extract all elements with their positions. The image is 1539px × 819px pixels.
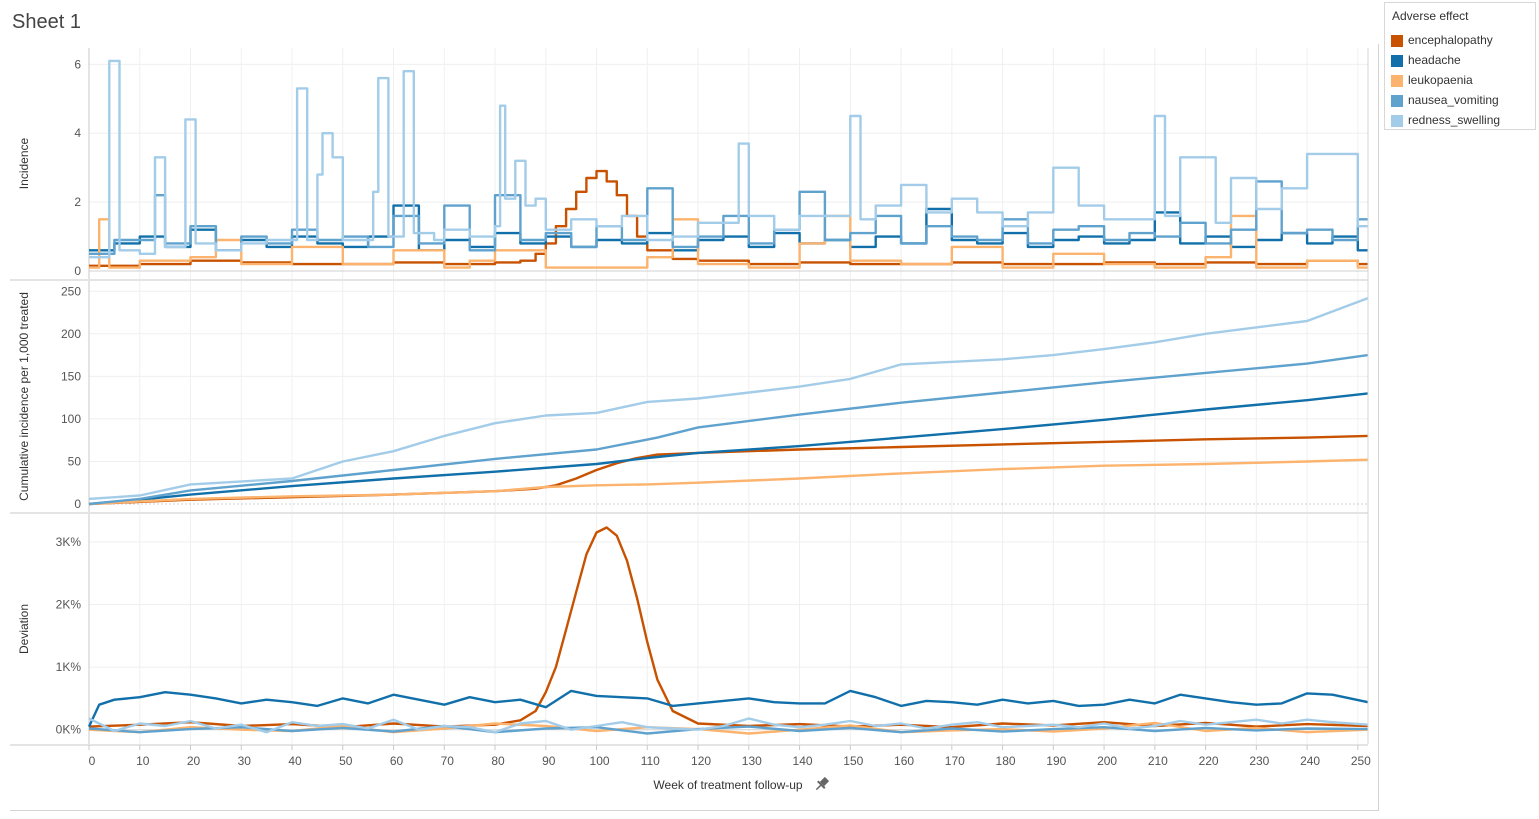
y-axis-title: Deviation [17, 604, 31, 654]
legend-swatch [1391, 95, 1403, 107]
y-tick-label: 0 [74, 264, 81, 278]
y-tick-label: 1K% [56, 660, 82, 674]
x-tick-label: 230 [1249, 754, 1269, 768]
x-tick-label: 110 [641, 754, 660, 768]
legend-label: leukopaenia [1408, 73, 1473, 87]
x-tick-label: 50 [339, 754, 353, 768]
x-tick-label: 120 [691, 754, 711, 768]
x-tick-label: 250 [1351, 754, 1371, 768]
legend-swatch [1391, 35, 1403, 47]
sheet-title: Sheet 1 [12, 11, 81, 33]
series-line-leukopaenia [89, 214, 1368, 269]
x-tick-label: 210 [1148, 754, 1168, 768]
y-tick-label: 4 [74, 126, 81, 140]
x-axis-title: Week of treatment follow-up [653, 778, 803, 792]
series-line-nausea-vomiting [88, 353, 1369, 506]
x-tick-label: 80 [491, 754, 505, 768]
legend-swatch [1391, 55, 1403, 67]
y-tick-label: 2K% [56, 598, 82, 612]
legend-label: headache [1408, 53, 1461, 67]
y-tick-label: 250 [61, 284, 81, 298]
y-tick-label: 200 [61, 327, 81, 341]
y-tick-label: 3K% [56, 535, 82, 549]
y-tick-label: 50 [68, 454, 82, 468]
x-tick-label: 70 [441, 754, 455, 768]
series-line-nausea-vomiting [89, 180, 1368, 255]
x-tick-label: 10 [136, 754, 150, 768]
legend-swatch [1391, 115, 1403, 127]
x-tick-label: 40 [288, 754, 302, 768]
legend-label: encephalopathy [1408, 33, 1493, 47]
series-line-redness-swelling [89, 59, 1368, 259]
x-tick-label: 170 [945, 754, 965, 768]
x-tick-label: 220 [1199, 754, 1219, 768]
x-tick-label: 30 [238, 754, 252, 768]
legend-label: redness_swelling [1408, 113, 1501, 127]
legend-title: Adverse effect [1392, 9, 1469, 23]
y-axis-title: Incidence [17, 137, 31, 189]
series-line-encephalopathy [88, 434, 1369, 506]
series-line-headache [88, 392, 1369, 506]
legend-label: nausea_vomiting [1408, 93, 1499, 107]
series-line-headache [87, 689, 1369, 728]
y-tick-label: 150 [61, 369, 81, 383]
series-line-redness-swelling [88, 296, 1369, 501]
series-line-nausea-vomiting [88, 724, 1369, 735]
x-tick-label: 0 [89, 754, 96, 768]
x-tick-label: 20 [187, 754, 201, 768]
series-line-redness-swelling [88, 717, 1369, 734]
x-tick-label: 90 [542, 754, 556, 768]
x-tick-label: 200 [1097, 754, 1117, 768]
x-tick-label: 100 [590, 754, 610, 768]
x-tick-label: 240 [1300, 754, 1320, 768]
legend[interactable]: Adverse effect encephalopathy headache l… [1384, 2, 1536, 130]
y-tick-label: 0 [74, 497, 81, 511]
x-tick-label: 60 [390, 754, 404, 768]
series-line-leukopaenia [88, 458, 1369, 506]
y-tick-label: 6 [74, 57, 81, 71]
series-line-headache [89, 204, 1368, 252]
x-tick-label: 160 [894, 754, 914, 768]
x-tick-label: 130 [742, 754, 762, 768]
series-line-encephalopathy [89, 169, 1368, 267]
x-tick-label: 140 [793, 754, 813, 768]
x-tick-label: 190 [1046, 754, 1066, 768]
x-tick-label: 150 [843, 754, 863, 768]
legend-swatch [1391, 75, 1403, 87]
x-tick-label: 180 [996, 754, 1016, 768]
y-tick-label: 2 [74, 195, 81, 209]
y-tick-label: 0K% [56, 723, 82, 737]
y-tick-label: 100 [61, 412, 81, 426]
y-axis-title: Cumulative incidence per 1,000 treated [17, 292, 31, 501]
pin-icon[interactable] [813, 776, 831, 794]
dashboard-frame [10, 44, 1379, 811]
